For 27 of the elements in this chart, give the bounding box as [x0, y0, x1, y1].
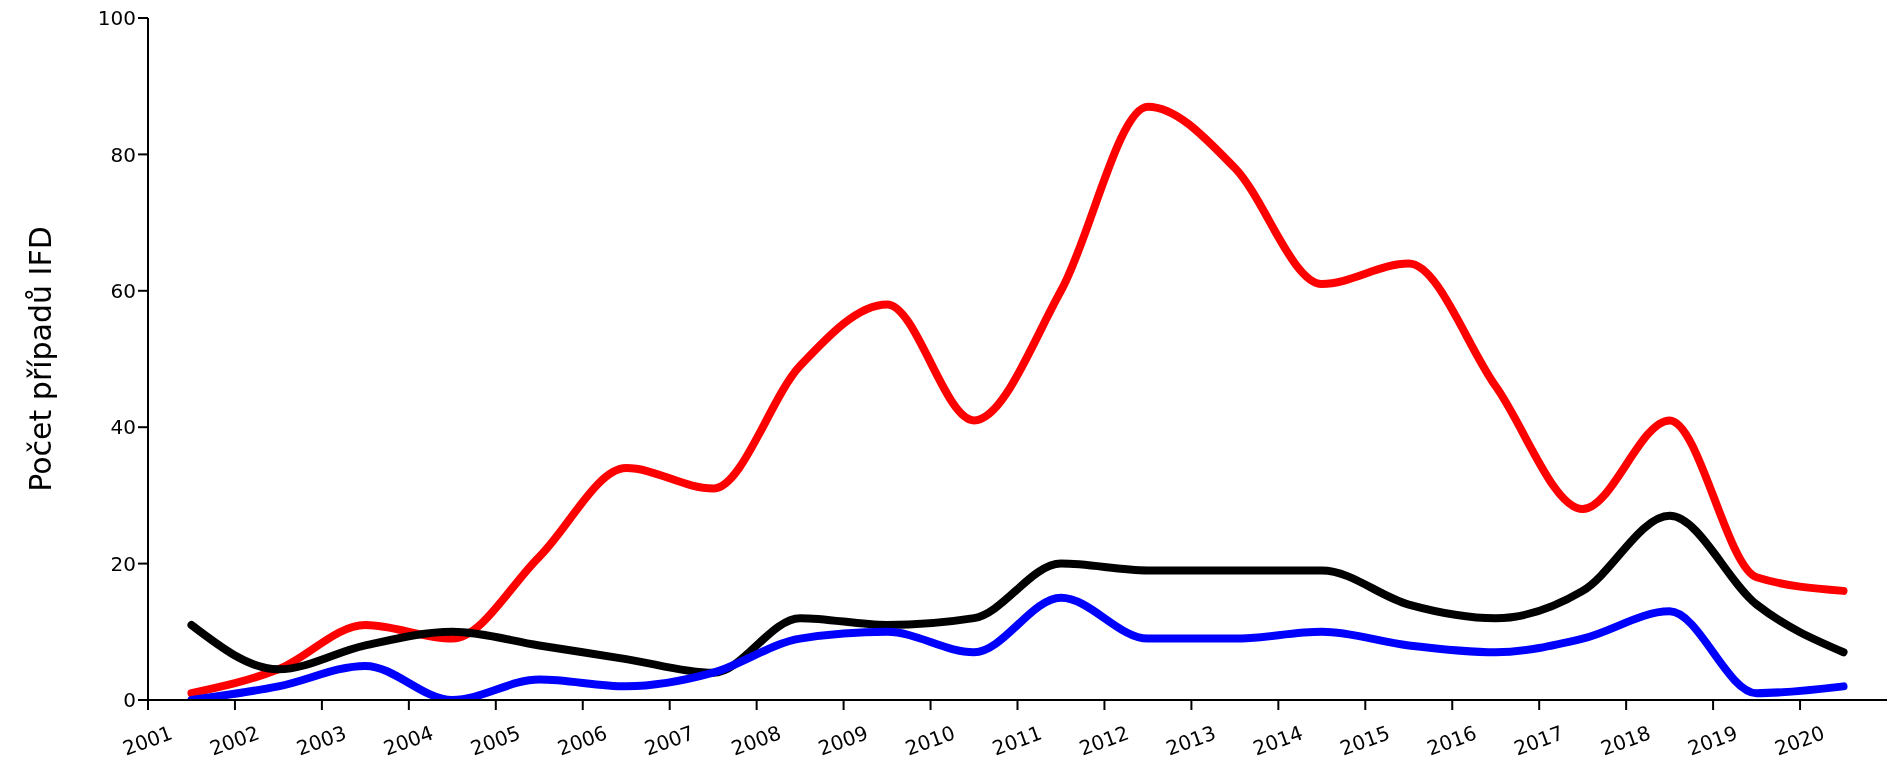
- x-tick-label: 2004: [380, 720, 437, 761]
- x-tick-label: 2017: [1510, 720, 1567, 761]
- x-tick-label: 2006: [554, 720, 611, 761]
- x-tick-label: 2009: [815, 720, 872, 761]
- x-tick-label: 2011: [988, 720, 1046, 761]
- y-tick-label: 80: [110, 142, 136, 167]
- x-tick-label: 2019: [1684, 720, 1741, 761]
- x-tick-label: 2005: [467, 720, 524, 761]
- x-tick-label: 2010: [902, 720, 959, 761]
- x-tick-label: 2018: [1597, 720, 1654, 761]
- y-tick-label: 20: [110, 551, 136, 576]
- x-tick-label: 2007: [641, 720, 698, 761]
- x-tick-label: 2020: [1771, 720, 1828, 761]
- x-tick-label: 2015: [1336, 720, 1393, 761]
- x-tick-label: 2016: [1423, 720, 1480, 761]
- y-axis-title: Počet případů IFD: [22, 226, 58, 492]
- x-tick-label: 2013: [1162, 720, 1219, 761]
- x-tick-label: 2012: [1075, 720, 1132, 761]
- x-tick-label: 2008: [728, 720, 785, 761]
- x-tick-label: 2001: [119, 720, 176, 761]
- y-tick-label: 60: [110, 278, 136, 303]
- x-tick-label: 2002: [206, 720, 263, 761]
- x-tick-label: 2003: [293, 720, 350, 761]
- y-tick-label: 40: [110, 415, 136, 440]
- y-tick-label: 0: [123, 688, 136, 713]
- y-tick-label: 100: [97, 6, 136, 31]
- x-tick-label: 2014: [1249, 720, 1306, 761]
